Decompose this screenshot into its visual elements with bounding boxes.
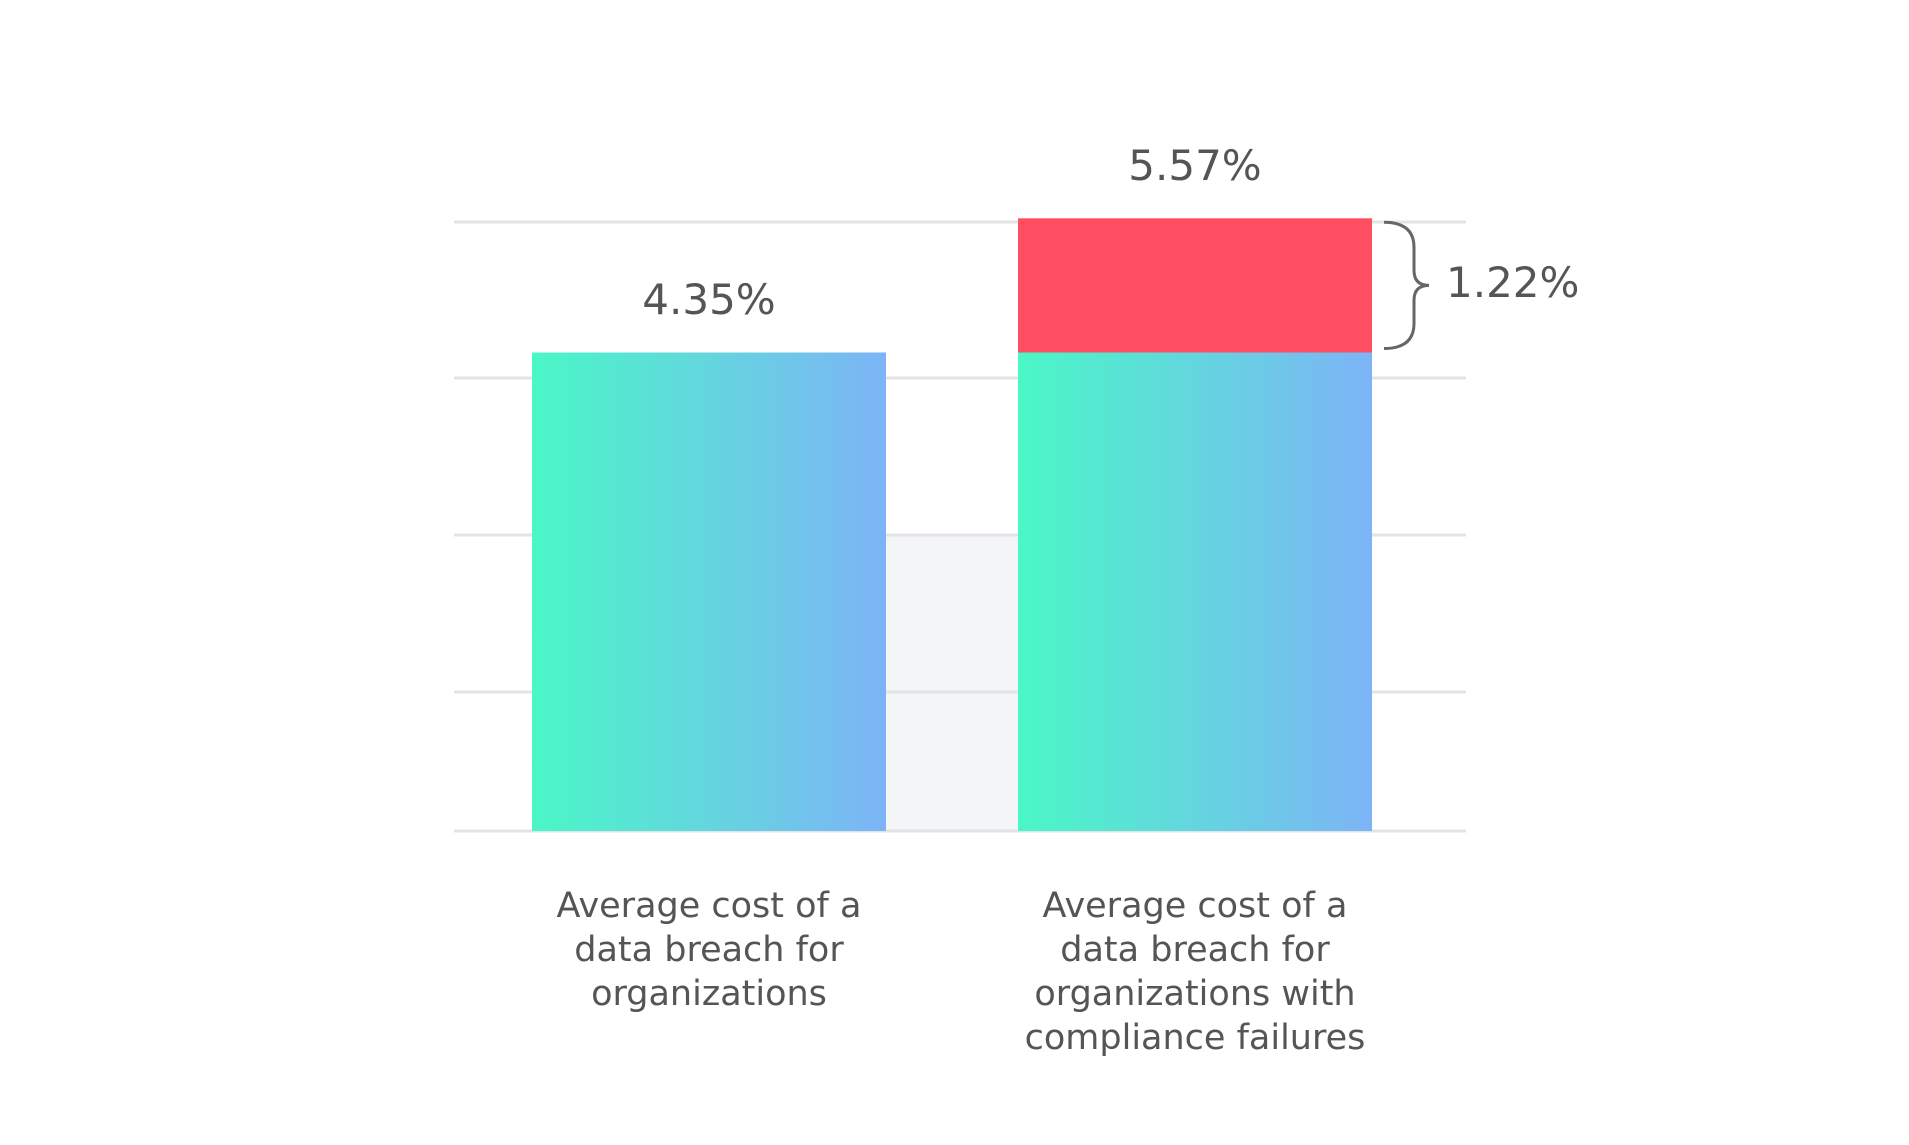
bar-segment	[532, 352, 886, 831]
value-label: 1.22%	[1446, 258, 1579, 307]
background-panel	[886, 535, 1018, 831]
total-label: 5.57%	[1128, 141, 1261, 190]
x-tick-label: Average cost of a data breach for organi…	[556, 886, 862, 1014]
bar-segment	[1018, 352, 1372, 831]
brace	[1383, 220, 1430, 350]
total-label: 4.35%	[642, 275, 775, 324]
bar-segment	[1018, 218, 1372, 353]
x-tick-label: Average cost of a data breach for organi…	[1024, 886, 1366, 1058]
